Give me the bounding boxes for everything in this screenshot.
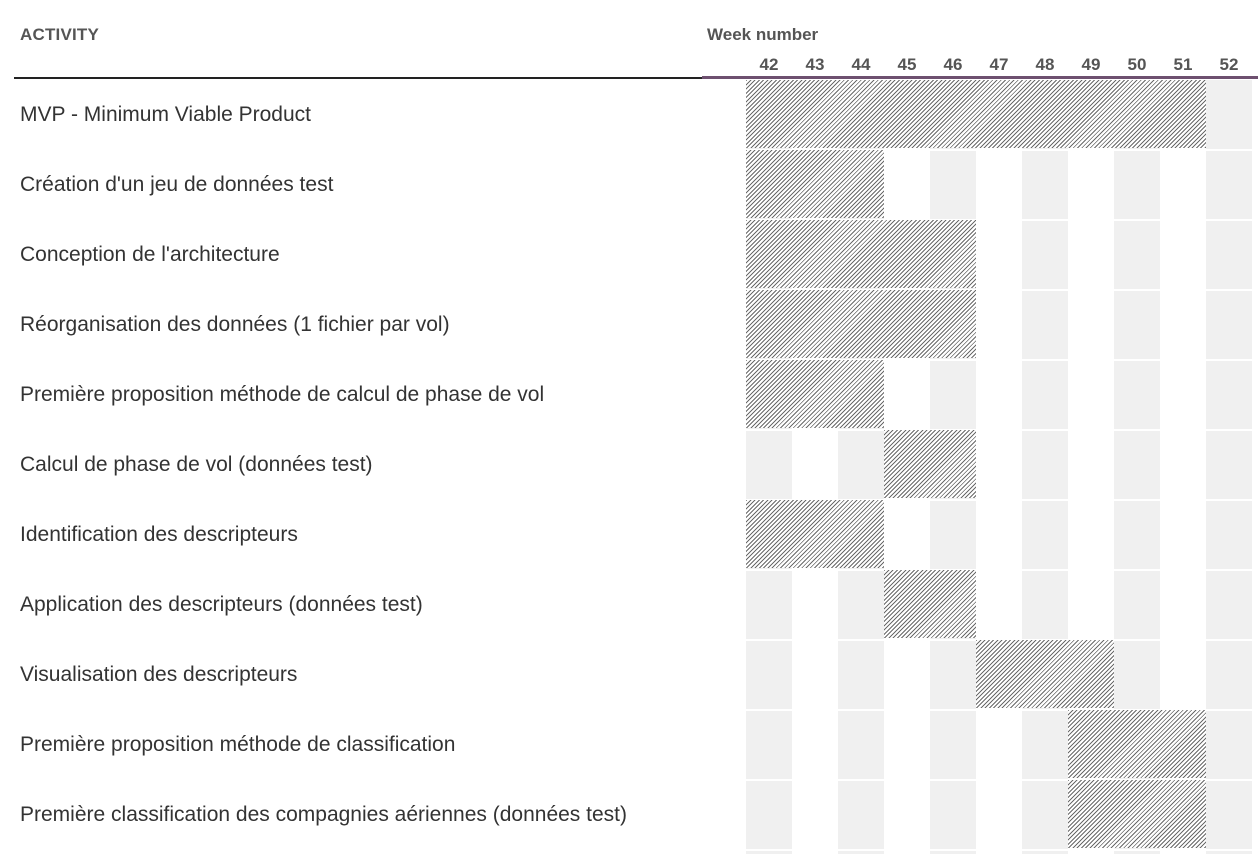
gantt-bar	[746, 360, 884, 428]
gantt-bar	[884, 430, 976, 498]
row-separator	[745, 429, 1258, 431]
week-column-52	[1206, 80, 1252, 854]
gantt-bar	[884, 570, 976, 638]
gantt-bar	[746, 290, 976, 358]
gantt-bar	[746, 500, 884, 568]
week-column-48	[1022, 80, 1068, 854]
row-separator	[745, 359, 1258, 361]
header-divider-right	[702, 76, 1258, 79]
row-separator	[745, 149, 1258, 151]
gantt-bar	[1068, 780, 1206, 848]
week-number-52: 52	[1219, 55, 1239, 74]
task-label: Première proposition méthode de classifi…	[20, 733, 456, 756]
activity-header: ACTIVITY	[20, 25, 100, 44]
task-label: Création d'un jeu de données test	[20, 173, 334, 196]
week-number-42: 42	[759, 55, 779, 74]
week-number-43: 43	[805, 55, 825, 74]
row-separator	[745, 779, 1258, 781]
gantt-bar	[746, 220, 976, 288]
gantt-bar	[1068, 710, 1206, 778]
week-number-46: 46	[943, 55, 963, 74]
row-separator	[745, 499, 1258, 501]
week-number-50: 50	[1127, 55, 1147, 74]
header-divider-left	[14, 77, 704, 79]
week-number-51: 51	[1173, 55, 1193, 74]
week-number-44: 44	[851, 55, 871, 74]
row-separator	[745, 709, 1258, 711]
row-separator	[745, 569, 1258, 571]
task-label: Visualisation des descripteurs	[20, 663, 298, 686]
week-number-48: 48	[1035, 55, 1055, 74]
task-label: MVP - Minimum Viable Product	[20, 103, 311, 126]
task-label: Première classification des compagnies a…	[20, 803, 627, 826]
week-number-header: Week number	[707, 25, 819, 44]
week-number-45: 45	[897, 55, 917, 74]
task-label: Conception de l'architecture	[20, 243, 280, 266]
task-label: Application des descripteurs (données te…	[20, 593, 423, 616]
row-separator	[745, 849, 1258, 851]
week-column-47	[976, 80, 1022, 854]
task-label: Réorganisation des données (1 fichier pa…	[20, 313, 450, 336]
row-separator	[745, 219, 1258, 221]
task-label: Calcul de phase de vol (données test)	[20, 453, 373, 476]
gantt-bar	[746, 80, 1206, 148]
row-separator	[745, 289, 1258, 291]
task-label: Identification des descripteurs	[20, 523, 298, 546]
week-number-47: 47	[989, 55, 1009, 74]
task-label: Première proposition méthode de calcul d…	[20, 383, 545, 406]
gantt-bar	[976, 640, 1114, 708]
week-number-49: 49	[1081, 55, 1101, 74]
gantt-bar	[746, 150, 884, 218]
